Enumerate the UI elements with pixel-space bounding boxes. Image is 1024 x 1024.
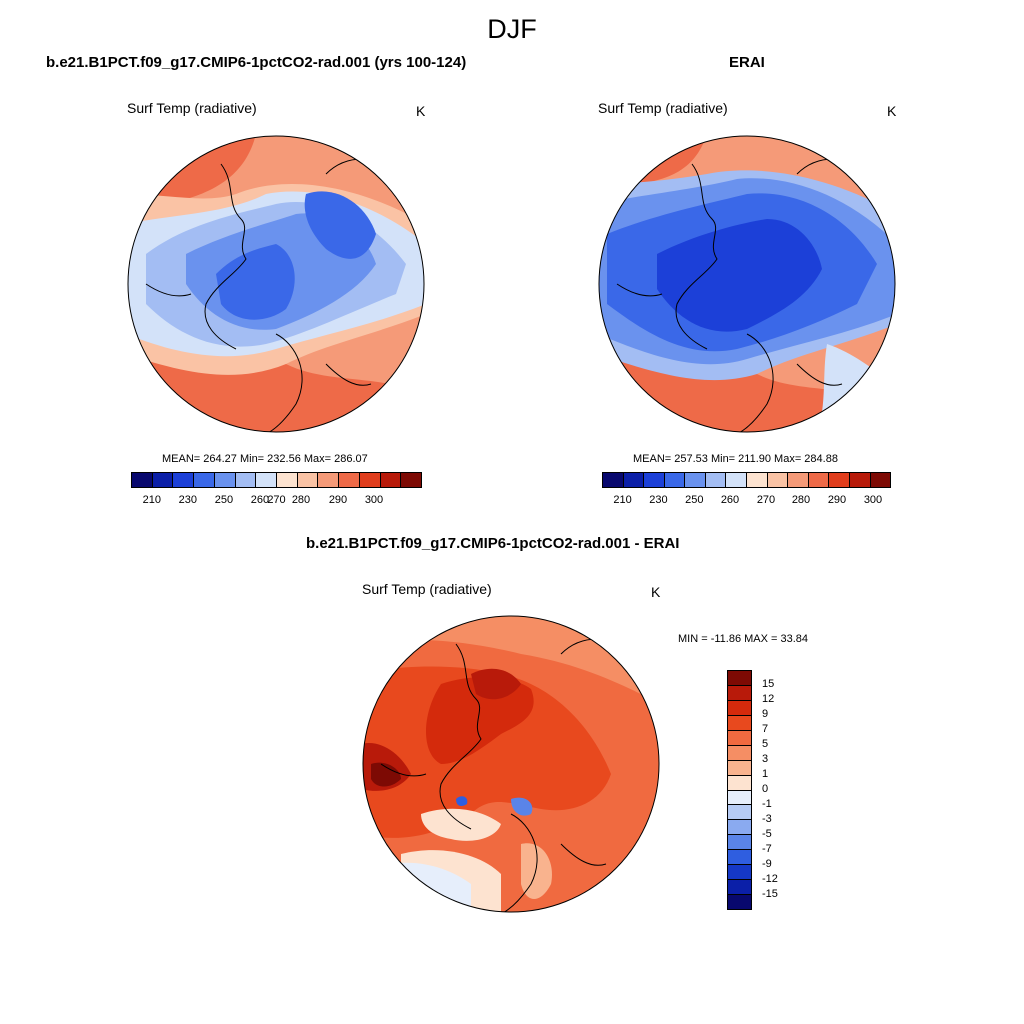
- colorbar-tick: 280: [791, 494, 811, 506]
- colorbar-tick: -12: [762, 873, 778, 885]
- colorbar-swatch: [194, 473, 215, 487]
- model-polar-map: [127, 135, 425, 433]
- colorbar-swatch: [685, 473, 706, 487]
- diff-colorbar: [727, 670, 752, 910]
- colorbar-swatch: [664, 473, 686, 487]
- colorbar-tick: 210: [142, 494, 161, 506]
- colorbar-tick: 9: [762, 708, 769, 720]
- colorbar-swatch: [829, 473, 850, 487]
- colorbar-tick: 250: [685, 494, 704, 506]
- colorbar-swatch: [728, 895, 751, 909]
- colorbar-swatch: [235, 473, 257, 487]
- colorbar-swatch: [380, 473, 402, 487]
- colorbar-tick: -1: [762, 798, 772, 810]
- colorbar-tick: 7: [762, 723, 769, 735]
- model-stats: MEAN= 264.27 Min= 232.56 Max= 286.07: [162, 453, 368, 465]
- colorbar-swatch: [728, 790, 751, 806]
- colorbar-swatch: [297, 473, 319, 487]
- colorbar-tick: 0: [762, 783, 769, 795]
- colorbar-tick: 210: [613, 494, 632, 506]
- colorbar-tick: -9: [762, 858, 772, 870]
- diff-stats: MIN = -11.86 MAX = 33.84: [678, 633, 809, 645]
- colorbar-swatch: [767, 473, 789, 487]
- colorbar-tick: -7: [762, 843, 772, 855]
- model-variable-label: Surf Temp (radiative): [127, 100, 257, 116]
- colorbar-tick: 12: [762, 693, 775, 705]
- colorbar-tick: 260: [250, 494, 270, 506]
- colorbar-tick: 1: [762, 768, 769, 780]
- colorbar-tick: -5: [762, 828, 772, 840]
- colorbar-swatch: [728, 880, 751, 896]
- colorbar-swatch: [728, 760, 751, 776]
- obs-unit-label: K: [887, 103, 897, 119]
- colorbar-swatch: [401, 473, 422, 487]
- colorbar-swatch: [728, 685, 751, 701]
- colorbar-swatch: [728, 715, 751, 731]
- colorbar-tick: 270: [756, 494, 776, 506]
- colorbar-swatch: [152, 473, 174, 487]
- colorbar-swatch: [728, 671, 751, 686]
- model-unit-label: K: [416, 103, 426, 119]
- colorbar-swatch: [339, 473, 360, 487]
- obs-variable-label: Surf Temp (radiative): [598, 100, 728, 116]
- colorbar-swatch: [644, 473, 665, 487]
- obs-colorbar: [602, 472, 891, 488]
- colorbar-tick: 250: [214, 494, 234, 506]
- colorbar-swatch: [705, 473, 727, 487]
- colorbar-tick: 5: [762, 738, 769, 750]
- model-panel-title: b.e21.B1PCT.f09_g17.CMIP6-1pctCO2-rad.00…: [46, 54, 467, 71]
- colorbar-tick: 230: [178, 494, 197, 506]
- colorbar-tick: 3: [762, 753, 769, 765]
- obs-stats: MEAN= 257.53 Min= 211.90 Max= 284.88: [633, 453, 838, 465]
- diff-polar-map: [362, 615, 660, 913]
- colorbar-swatch: [728, 745, 751, 761]
- colorbar-tick: 290: [827, 494, 847, 506]
- colorbar-swatch: [870, 473, 891, 487]
- colorbar-swatch: [849, 473, 871, 487]
- colorbar-tick: 300: [863, 494, 883, 506]
- figure-title: DJF: [487, 14, 537, 44]
- colorbar-swatch: [728, 850, 751, 866]
- colorbar-swatch: [256, 473, 278, 487]
- colorbar-tick: 230: [649, 494, 668, 506]
- colorbar-swatch: [318, 473, 340, 487]
- colorbar-swatch: [728, 820, 751, 836]
- colorbar-swatch: [623, 473, 645, 487]
- obs-polar-map: [598, 135, 896, 433]
- colorbar-swatch: [788, 473, 809, 487]
- colorbar-swatch: [747, 473, 768, 487]
- colorbar-swatch: [728, 730, 751, 746]
- colorbar-swatch: [603, 473, 624, 487]
- colorbar-tick: 280: [291, 494, 311, 506]
- colorbar-swatch: [359, 473, 381, 487]
- colorbar-swatch: [214, 473, 236, 487]
- colorbar-swatch: [173, 473, 195, 487]
- colorbar-swatch: [728, 865, 751, 881]
- colorbar-swatch: [728, 805, 751, 821]
- diff-variable-label: Surf Temp (radiative): [362, 581, 492, 597]
- colorbar-tick: -3: [762, 813, 772, 825]
- colorbar-tick: 290: [328, 494, 348, 506]
- diff-unit-label: K: [651, 584, 661, 600]
- colorbar-tick: 300: [364, 494, 384, 506]
- colorbar-swatch: [808, 473, 830, 487]
- colorbar-swatch: [277, 473, 298, 487]
- colorbar-swatch: [728, 700, 751, 716]
- model-colorbar: [131, 472, 422, 488]
- colorbar-tick: 270: [267, 494, 286, 506]
- colorbar-tick: 15: [762, 678, 775, 690]
- colorbar-swatch: [728, 835, 751, 851]
- colorbar-swatch: [728, 775, 751, 791]
- colorbar-tick: 260: [720, 494, 740, 506]
- colorbar-swatch: [132, 473, 153, 487]
- colorbar-swatch: [726, 473, 748, 487]
- diff-panel-title: b.e21.B1PCT.f09_g17.CMIP6-1pctCO2-rad.00…: [306, 535, 680, 552]
- obs-panel-title: ERAI: [729, 54, 765, 71]
- colorbar-tick: -15: [762, 888, 778, 900]
